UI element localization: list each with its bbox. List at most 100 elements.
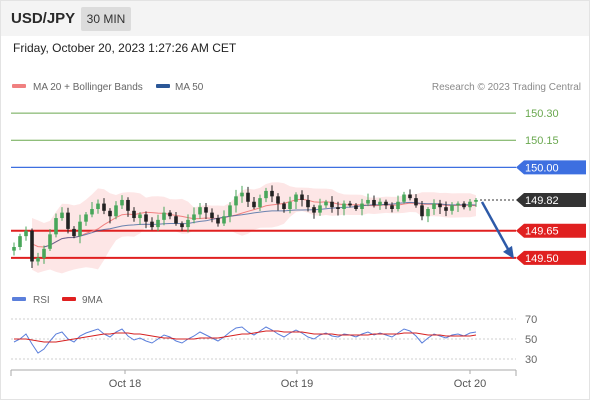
candle-body <box>114 205 118 217</box>
candle-body <box>96 203 100 209</box>
candle-body <box>126 199 130 211</box>
candle-body <box>462 203 466 208</box>
rsi-tick-70: 70 <box>525 314 537 326</box>
rsi-ma-line <box>14 330 477 343</box>
level-tag-149-65 <box>516 223 586 238</box>
level-tag-149-50 <box>516 250 586 265</box>
candle-body <box>240 192 244 197</box>
rsi-tick-30: 30 <box>525 354 537 366</box>
rsi-line <box>13 326 477 354</box>
candle-body <box>18 236 22 247</box>
candle-body <box>270 190 274 197</box>
chart-header: USD/JPY 30 MIN <box>1 1 589 36</box>
candle-body <box>336 207 340 209</box>
candle-body <box>150 221 154 228</box>
candle-body <box>54 218 58 235</box>
candle-body <box>342 203 346 209</box>
candle-body <box>312 207 316 213</box>
candle-body <box>252 201 256 208</box>
candle-body <box>246 192 250 202</box>
candle-body <box>228 205 232 217</box>
candle-body <box>264 190 268 199</box>
candle-body <box>48 234 52 249</box>
forecast-arrow-head <box>503 245 514 259</box>
candle-body <box>60 212 64 219</box>
candles <box>12 185 478 269</box>
candle-body <box>300 194 304 200</box>
candle-body <box>318 205 322 213</box>
candle-body <box>390 205 394 209</box>
candle-body <box>288 201 292 209</box>
candle-body <box>78 221 82 237</box>
candle-body <box>156 219 160 228</box>
candle-body <box>372 199 376 206</box>
candle-body <box>258 198 262 208</box>
interval-badge[interactable]: 30 MIN <box>81 7 131 31</box>
candle-body <box>330 201 334 208</box>
candle-body <box>450 205 454 211</box>
level-label-150-00: 150.00 <box>525 162 559 174</box>
timestamp: Friday, October 20, 2023 1:27:26 AM CET <box>13 41 237 55</box>
level-label-150-30: 150.30 <box>525 108 559 120</box>
ma20-legend-swatch <box>12 84 26 88</box>
candle-body <box>432 203 436 209</box>
candle-body <box>366 199 370 204</box>
candle-body <box>276 196 280 204</box>
candle-body <box>174 216 178 224</box>
candle-body <box>168 212 172 217</box>
candle-body <box>378 201 382 206</box>
candle-body <box>444 207 448 211</box>
rsi-legend-label: RSI <box>33 295 50 306</box>
candle-body <box>180 223 184 228</box>
level-tag-150-00 <box>516 160 586 175</box>
candle-body <box>216 218 220 224</box>
candle-body <box>192 214 196 220</box>
candle-body <box>324 201 328 206</box>
forecast-arrow-shaft <box>480 201 511 252</box>
ma50-legend-swatch <box>156 84 170 88</box>
level-tag-149-82 <box>516 192 586 207</box>
candle-body <box>294 194 298 202</box>
candle-body <box>198 207 202 215</box>
ma9-legend-swatch <box>62 297 76 301</box>
candle-body <box>396 201 400 209</box>
candle-body <box>102 203 106 211</box>
candle-body <box>456 203 460 206</box>
ma9-legend-label: 9MA <box>82 295 103 306</box>
candle-body <box>108 210 112 217</box>
candle-body <box>354 205 358 209</box>
candle-body <box>348 203 352 206</box>
candle-body <box>120 199 124 206</box>
x-tick-label: Oct 19 <box>281 378 313 390</box>
candle-body <box>90 209 94 215</box>
candle-body <box>30 230 34 262</box>
rsi-tick-50: 50 <box>525 334 537 346</box>
candle-body <box>438 203 442 208</box>
candle-body <box>468 201 472 208</box>
key-levels <box>11 112 516 259</box>
candle-body <box>384 201 388 206</box>
candle-body <box>132 210 136 219</box>
candle-body <box>414 198 418 206</box>
x-tick-label: Oct 18 <box>109 378 141 390</box>
level-label-149-82: 149.82 <box>525 195 559 207</box>
x-tick-label: Oct 20 <box>454 378 486 390</box>
candle-body <box>360 203 364 209</box>
level-label-149-65: 149.65 <box>525 226 559 238</box>
candle-body <box>474 199 478 202</box>
candle-body <box>24 230 28 237</box>
ma20-legend-label: MA 20 + Bollinger Bands <box>33 82 143 93</box>
candle-body <box>72 228 76 237</box>
candle-body <box>282 203 286 209</box>
candle-body <box>186 219 190 228</box>
candle-body <box>84 214 88 222</box>
candle-body <box>36 257 40 262</box>
level-label-150-15: 150.15 <box>525 135 559 147</box>
candle-body <box>426 209 430 217</box>
candle-body <box>66 212 70 229</box>
candle-body <box>144 214 148 222</box>
candle-body <box>42 248 46 258</box>
candle-body <box>222 216 226 224</box>
candle-body <box>138 214 142 219</box>
